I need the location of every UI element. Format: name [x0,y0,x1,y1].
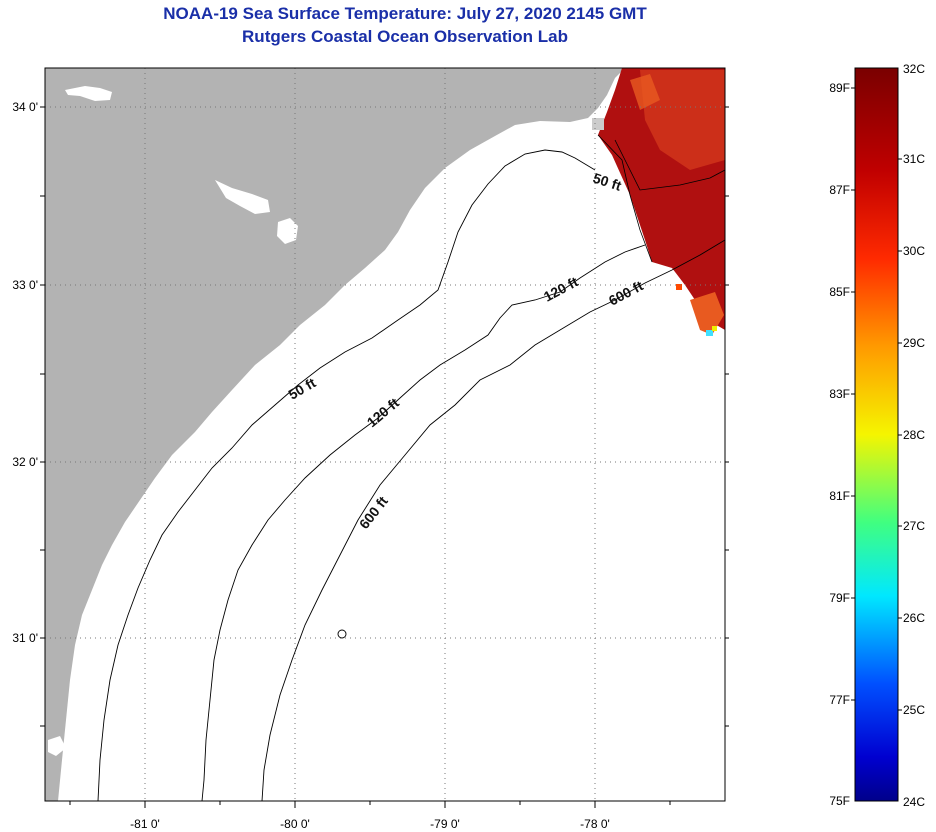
sst-warm-region [640,70,725,170]
colorbar-label-f: 77F [829,693,850,707]
lat-label: 33 0' [12,278,38,292]
isobath-600ft [261,239,725,801]
map-frame [44,67,726,802]
lon-label: -79 0' [430,817,460,831]
lat-label: 34 0' [12,100,38,114]
seamount-contour [337,629,347,639]
sst-warm-region [630,74,660,110]
axis-ticks [40,106,729,808]
colorbar-label-c: 31C [903,152,925,166]
isobath-120ft [201,244,646,801]
land-mass [45,68,625,801]
lake [65,86,112,101]
sst-pixel [676,284,682,290]
sst-warm-region [690,292,724,335]
colorbar-label-c: 28C [903,428,925,442]
colorbar-label-c: 30C [903,244,925,258]
lat-label: 32 0' [12,455,38,469]
colorbar-label-f: 79F [829,591,850,605]
colorbar-label-f: 75F [829,794,850,808]
lake [215,180,270,214]
lake [277,218,298,244]
isobath-50ft [97,149,596,801]
sst-cool-pixel [712,326,717,331]
colorbar-label-f: 85F [829,285,850,299]
lon-label: -81 0' [130,817,160,831]
lon-label: -78 0' [580,817,610,831]
colorbar-label-f: 83F [829,387,850,401]
colorbar-label-c: 25C [903,703,925,717]
colorbar-label-c: 29C [903,336,925,350]
sst-cool-pixel [706,330,713,336]
colorbar [854,67,899,802]
colorbar-label-c: 26C [903,611,925,625]
colorbar-label-c: 32C [903,62,925,76]
colorbar-label-c: 24C [903,795,925,809]
patch-contour [614,139,725,191]
map-subtitle: Rutgers Coastal Ocean Observation Lab [242,27,568,46]
lon-label: -80 0' [280,817,310,831]
lake [48,736,66,756]
graticule [45,68,725,801]
colorbar-label-f: 87F [829,183,850,197]
colorbar-label-f: 81F [829,489,850,503]
coastline-inner [597,134,653,263]
lat-label: 31 0' [12,631,38,645]
cloud-pixel [592,118,604,130]
map-area: 50 ft 50 ft 120 ft 120 ft 600 ft 600 ft [45,68,725,801]
colorbar-ticks [851,87,902,711]
map-title: NOAA-19 Sea Surface Temperature: July 27… [163,4,647,23]
colorbar-label-c: 27C [903,519,925,533]
colorbar-label-f: 89F [829,81,850,95]
